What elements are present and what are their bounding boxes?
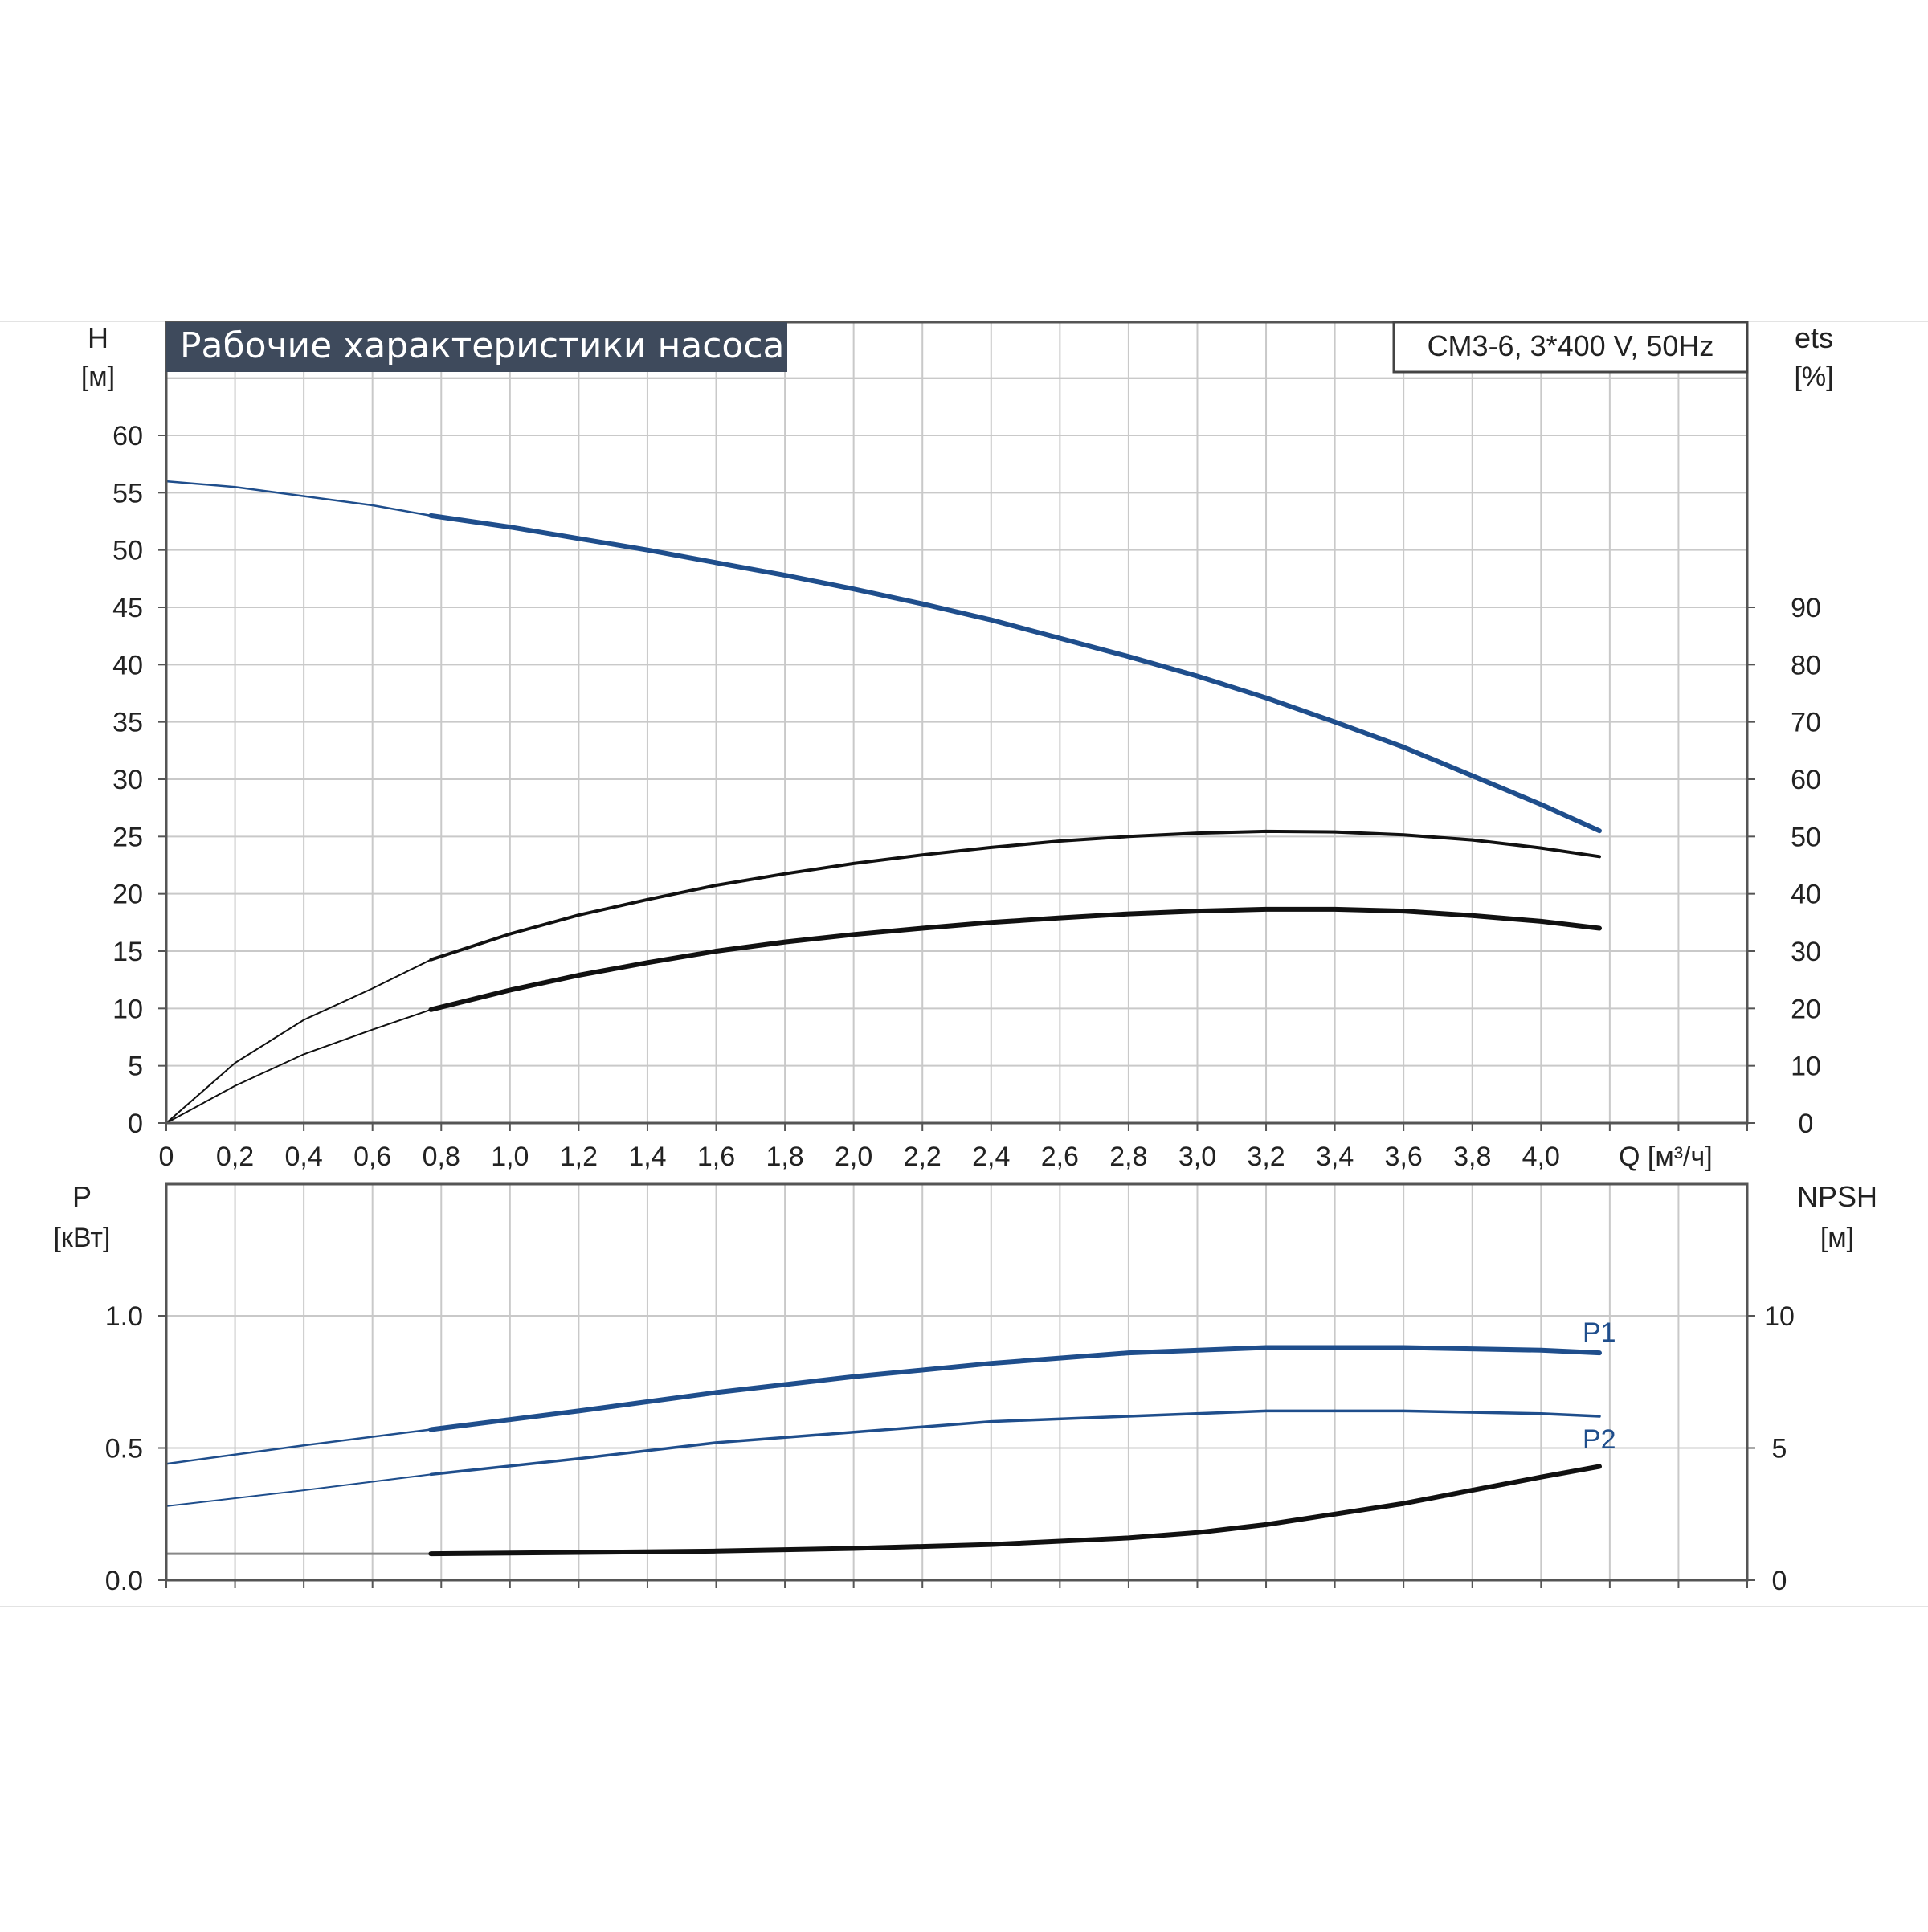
series-label-p1: P1: [1583, 1317, 1616, 1348]
power-p2-curve-line: [429, 1409, 1601, 1477]
bottom-series-group: [165, 1345, 1602, 1557]
x-tick-label: 1,0: [491, 1142, 529, 1172]
bottom-right-tick-label: 0: [1772, 1566, 1787, 1596]
top-tick-labels: 0 0,2 0,4 0,6 0,8 1,0 1,2 1,4 1,6 1,8 2,0 2,2 2,4 2,6…: [112, 421, 1821, 1172]
top-grid: [166, 322, 1747, 1123]
model-label: CM3-6, 3*400 V, 50Hz: [1428, 329, 1714, 362]
x-tick-label: 0: [159, 1142, 174, 1172]
top-left-tick-label: 10: [112, 994, 143, 1024]
x-tick-label: 3,6: [1385, 1142, 1423, 1172]
chart-title: Рабочие характеристики насоса: [180, 325, 784, 366]
top-left-tick-label: 20: [112, 880, 143, 910]
top-right-tick-label: 10: [1791, 1052, 1821, 1082]
x-tick-label: 3,0: [1178, 1142, 1216, 1172]
bottom-left-axis-label-line2: [кВт]: [54, 1223, 111, 1253]
x-tick-label: 2,2: [904, 1142, 942, 1172]
top-left-tick-label: 50: [112, 536, 143, 566]
bottom-left-tick-label: 0.0: [105, 1566, 143, 1596]
top-left-tick-label: 60: [112, 421, 143, 451]
x-tick-label: 2,0: [835, 1142, 872, 1172]
top-left-tick-label: 30: [112, 765, 143, 795]
bottom-left-tick-label: 1.0: [105, 1301, 143, 1332]
bottom-right-tick-label: 5: [1772, 1434, 1787, 1464]
head-curve-line: [428, 513, 1602, 834]
top-left-tick-label: 40: [112, 650, 143, 680]
title-banner: [166, 322, 787, 372]
top-right-tick-label: 70: [1791, 708, 1821, 738]
bottom-right-axis-label-line2: [м]: [1820, 1223, 1854, 1253]
model-label-box: [1392, 321, 1749, 374]
bottom-grid: [166, 1184, 1747, 1580]
top-right-tick-label: 60: [1791, 765, 1821, 795]
efficiency-curve-pump-line-extension: [165, 958, 432, 1124]
x-tick-label: 0,2: [216, 1142, 254, 1172]
top-left-tick-label: 55: [112, 478, 143, 509]
efficiency-curve-total-line: [428, 906, 1602, 1012]
x-tick-label: 2,8: [1109, 1142, 1147, 1172]
top-left-axis-label-line1: H: [88, 321, 108, 354]
top-right-tick-label: 50: [1791, 822, 1821, 852]
top-series-group: [165, 480, 1602, 1124]
x-axis-label: Q [м³/ч]: [1619, 1142, 1713, 1172]
top-left-tick-label: 25: [112, 822, 143, 852]
x-tick-label: 1,4: [628, 1142, 666, 1172]
top-right-tick-label: 80: [1791, 650, 1821, 680]
series-label-p2: P2: [1583, 1424, 1616, 1455]
x-tick-label: 0,6: [353, 1142, 391, 1172]
power-p1-curve-line-extension: [165, 1428, 432, 1465]
x-tick-label: 4,0: [1522, 1142, 1560, 1172]
x-tick-label: 2,6: [1041, 1142, 1079, 1172]
x-tick-label: 3,8: [1453, 1142, 1491, 1172]
x-tick-label: 0,4: [284, 1142, 322, 1172]
top-left-tick-label: 0: [128, 1109, 143, 1139]
top-right-tick-label: 30: [1791, 937, 1821, 967]
top-right-axis-label-line1: ets: [1795, 321, 1833, 354]
x-tick-label: 1,8: [766, 1142, 803, 1172]
bottom-left-tick-label: 0.5: [105, 1434, 143, 1464]
bottom-right-tick-label: 10: [1764, 1301, 1795, 1332]
top-right-tick-label: 20: [1791, 994, 1821, 1024]
efficiency-curve-total-line-extension: [165, 1008, 432, 1124]
top-left-tick-label: 15: [112, 937, 143, 967]
top-right-tick-label: 40: [1791, 880, 1821, 910]
top-right-tick-label: 0: [1799, 1109, 1814, 1139]
x-tick-label: 1,6: [697, 1142, 735, 1172]
top-left-axis-label-line2: [м]: [81, 361, 115, 392]
top-left-tick-label: 35: [112, 708, 143, 738]
x-tick-label: 0,8: [423, 1142, 460, 1172]
top-left-tick-label: 5: [128, 1052, 143, 1082]
head-curve-line-extension: [165, 480, 432, 517]
x-tick-label: 3,4: [1316, 1142, 1354, 1172]
npsh-curve-line: [428, 1464, 1602, 1557]
top-right-axis-label-line2: [%]: [1794, 361, 1833, 392]
bottom-plot-frame: [165, 1182, 1749, 1582]
power-p1-curve-line: [428, 1345, 1602, 1432]
bottom-right-axis-label-line1: NPSH: [1797, 1180, 1877, 1213]
x-tick-label: 1,2: [560, 1142, 598, 1172]
efficiency-curve-pump-line: [429, 829, 1601, 962]
bottom-left-axis-label-line1: P: [72, 1180, 92, 1213]
x-tick-label: 3,2: [1247, 1142, 1285, 1172]
top-left-tick-label: 45: [112, 593, 143, 623]
power-p2-curve-line-extension: [165, 1473, 432, 1507]
bottom-tick-labels: 0.0 0.5 1.0 0 5 10: [105, 1301, 1795, 1596]
x-tick-label: 2,4: [972, 1142, 1010, 1172]
top-right-tick-label: 90: [1791, 593, 1821, 623]
